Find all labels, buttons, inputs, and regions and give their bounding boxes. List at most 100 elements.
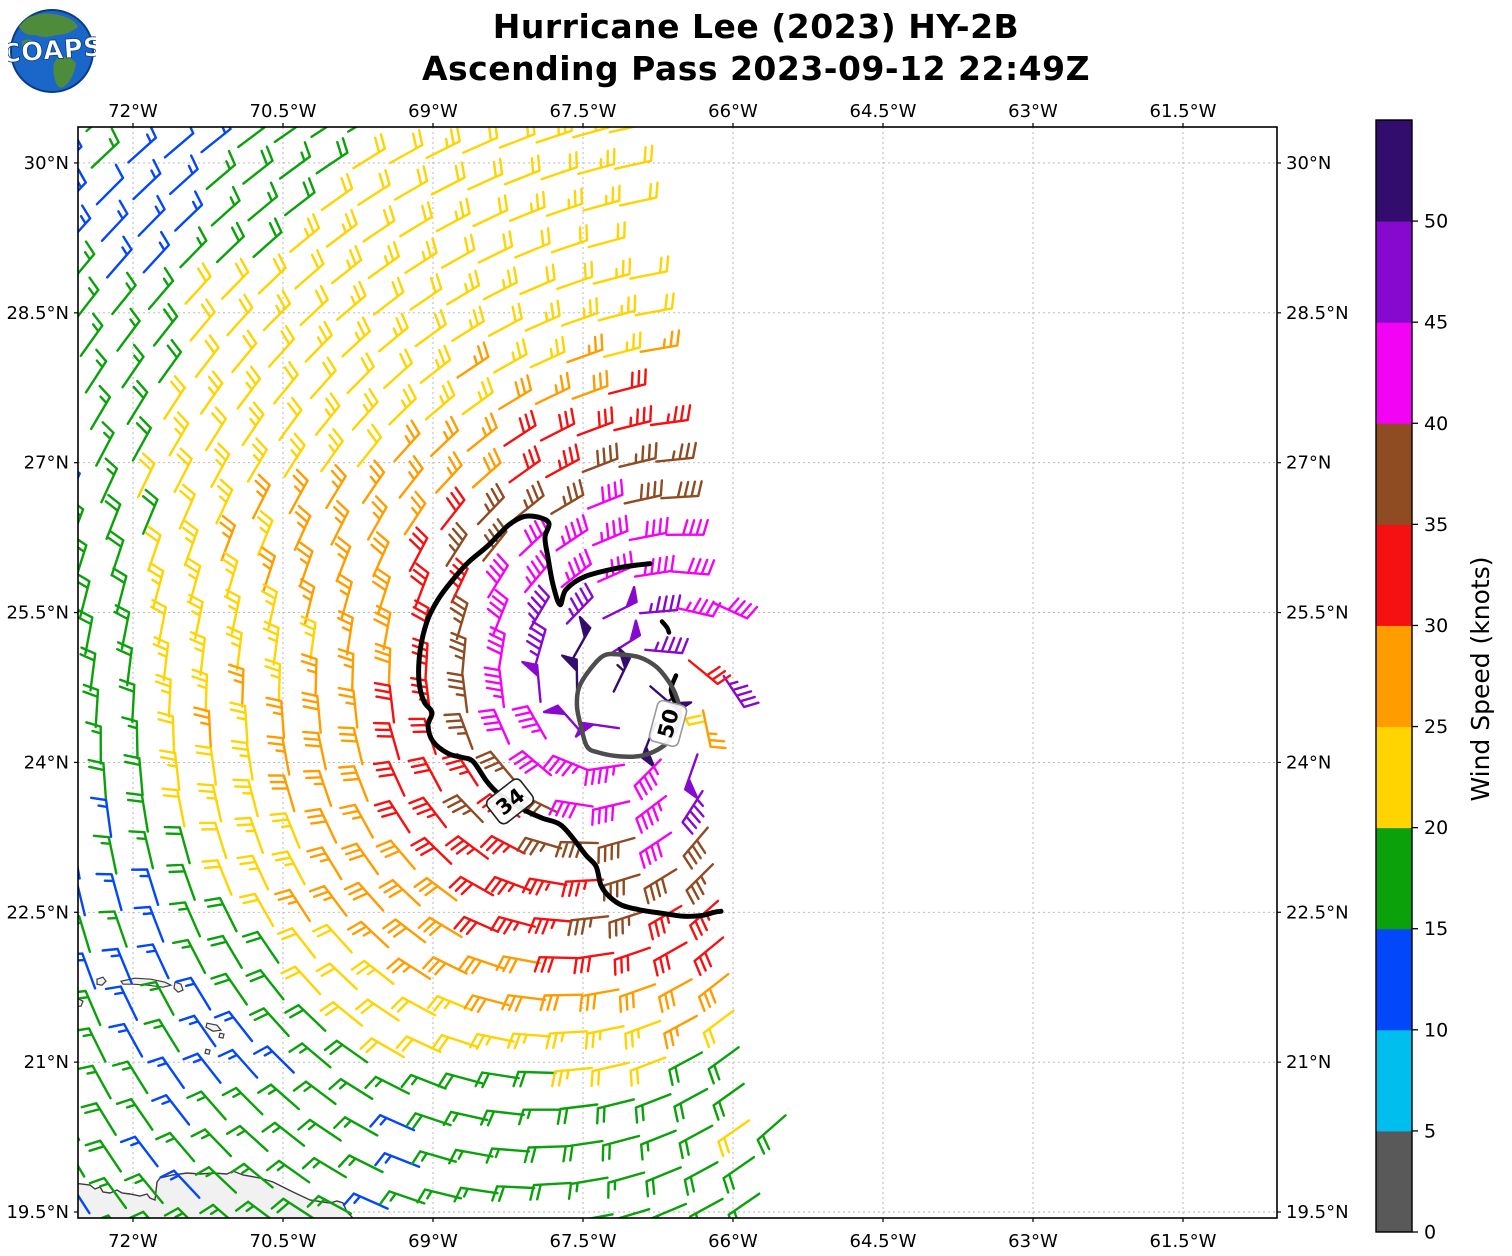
wind-barb — [278, 141, 312, 180]
coaps-globe-icon: COAPS — [8, 9, 96, 93]
wind-barb — [663, 1014, 698, 1050]
wind-barb — [78, 1135, 81, 1142]
wind-barb — [301, 691, 322, 734]
svg-text:28.5°N: 28.5°N — [1286, 303, 1349, 324]
wind-barb — [527, 584, 551, 630]
wind-barb — [320, 173, 354, 212]
wind-barb — [535, 127, 573, 144]
wind-barb — [608, 910, 646, 939]
wind-barb — [390, 996, 437, 1017]
wind-barb — [230, 739, 254, 781]
wind-barb — [462, 127, 499, 154]
wind-barb — [484, 875, 531, 895]
wind-barb — [100, 199, 129, 242]
wind-barb — [480, 1109, 526, 1127]
wind-barb — [660, 480, 703, 500]
wind-barb — [304, 807, 338, 844]
wind-barb — [634, 292, 675, 317]
wind-barb — [296, 541, 314, 588]
wind-barb — [78, 168, 87, 193]
wind-barb — [121, 343, 145, 389]
wind-barb — [571, 369, 609, 400]
wind-barb — [43, 1070, 74, 1103]
wind-barb — [506, 1032, 552, 1050]
wind-barb — [315, 137, 349, 175]
wind-barb — [491, 1185, 536, 1202]
svg-text:61.5°W: 61.5°W — [1150, 101, 1217, 122]
contour-label-50: 50 — [648, 699, 688, 748]
wind-barb — [582, 184, 621, 212]
wind-barb — [527, 917, 573, 935]
wind-barb — [246, 437, 268, 483]
wind-barb — [513, 480, 545, 520]
wind-barb — [634, 1093, 672, 1124]
wind-barb — [382, 918, 427, 944]
wind-barb — [567, 1176, 609, 1200]
wind-barb — [78, 1064, 112, 1100]
wind-barb — [577, 147, 616, 176]
wind-barb — [639, 329, 681, 353]
wind-barb — [350, 959, 395, 985]
wind-barb — [264, 658, 282, 703]
wind-barb — [194, 1166, 238, 1194]
wind-barb — [78, 952, 97, 990]
wind-barb — [410, 836, 453, 865]
wind-barb — [310, 127, 329, 138]
wind-barb — [223, 588, 241, 635]
wind-barb — [194, 334, 220, 379]
wind-barb — [665, 519, 709, 536]
wind-barb — [336, 280, 367, 321]
wind-barb — [48, 690, 62, 732]
wind-barb — [331, 245, 363, 285]
wind-barb — [561, 297, 599, 327]
wind-barb — [539, 407, 576, 442]
wind-barb — [542, 754, 589, 777]
wind-barb — [115, 1098, 154, 1131]
isotach-contour-50 — [574, 651, 683, 760]
svg-text:27°N: 27°N — [24, 453, 69, 474]
wind-barb — [116, 307, 141, 352]
wind-barb — [241, 401, 265, 447]
wind-barb — [80, 1102, 117, 1136]
wind-barb — [338, 765, 369, 802]
wind-barb — [449, 631, 467, 677]
wind-barb — [373, 681, 396, 724]
wind-barb — [367, 495, 388, 541]
wind-barb — [184, 262, 212, 305]
wind-barb — [498, 374, 533, 411]
wind-barb — [312, 923, 353, 954]
wind-barb — [407, 756, 443, 792]
wind-barb — [602, 331, 642, 359]
wind-barb — [349, 1232, 393, 1246]
wind-barb — [533, 956, 578, 973]
wind-barb — [498, 127, 536, 149]
wind-barb — [576, 406, 614, 437]
coaps-logo-text: COAPS — [8, 33, 96, 70]
wind-barb — [78, 503, 85, 527]
wind-barb — [442, 794, 484, 824]
wind-barb — [717, 1119, 751, 1158]
wind-barb — [267, 774, 296, 813]
wind-barb — [362, 205, 396, 243]
svg-text:70.5°W: 70.5°W — [250, 1231, 317, 1252]
wind-barb — [383, 348, 413, 389]
wind-barb — [378, 878, 421, 907]
wind-barb — [325, 464, 347, 510]
svg-text:5: 5 — [1424, 1120, 1436, 1142]
wind-barb — [618, 983, 657, 1013]
wind-barb — [545, 187, 584, 217]
wind-barb — [374, 1152, 421, 1168]
wind-barb — [98, 910, 128, 948]
wind-barb — [184, 556, 202, 603]
wind-barb — [236, 365, 262, 410]
wind-barb — [157, 711, 176, 755]
wind-barb — [215, 221, 245, 264]
wind-barb — [408, 796, 448, 829]
wind-barb — [152, 302, 179, 347]
wind-barb — [147, 1056, 185, 1090]
wind-barb — [166, 863, 196, 901]
wind-barb — [226, 293, 254, 337]
svg-text:30°N: 30°N — [24, 153, 69, 174]
wind-barb — [205, 149, 237, 190]
